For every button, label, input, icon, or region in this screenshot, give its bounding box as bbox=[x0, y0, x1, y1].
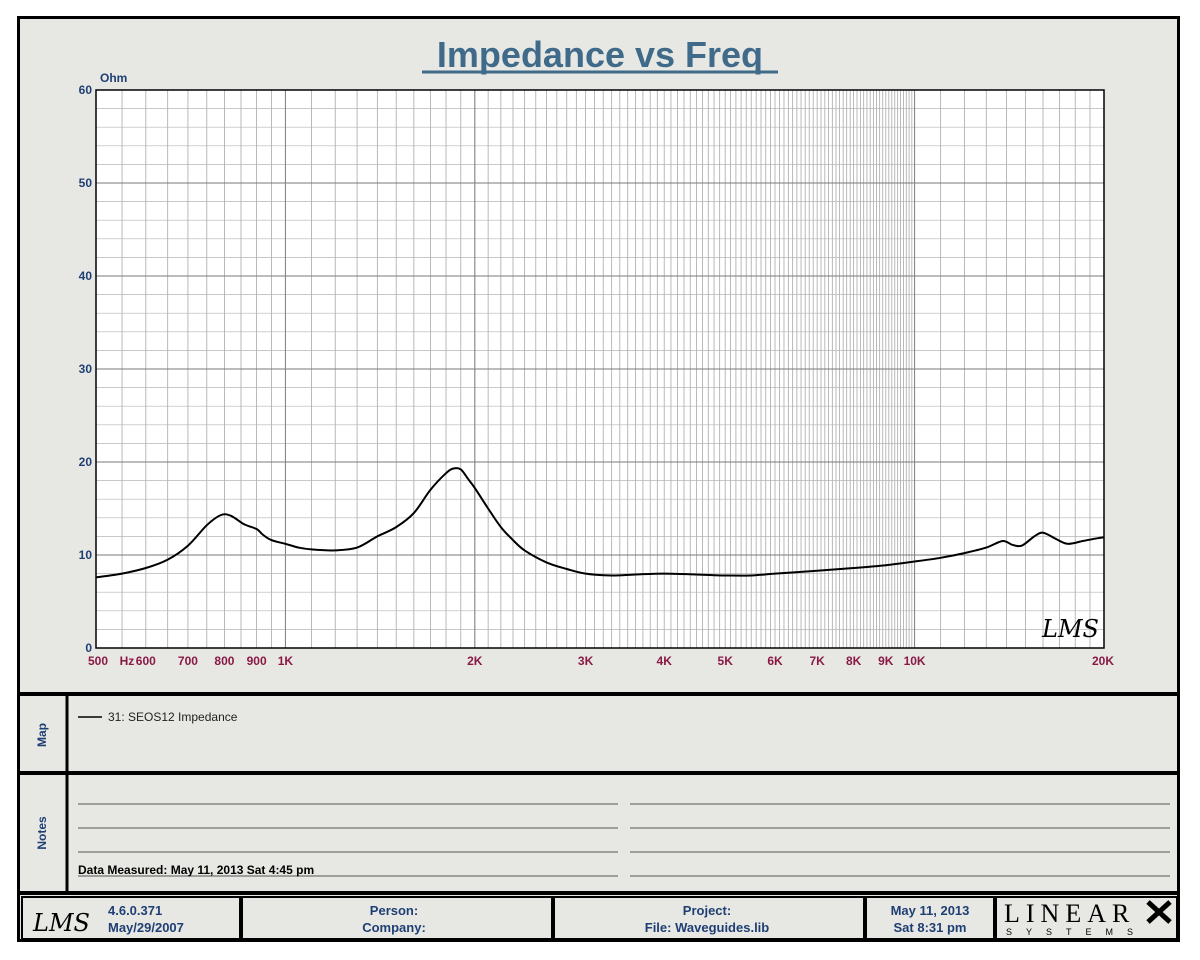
footer-company-label: Company: bbox=[362, 920, 426, 935]
x-tick-label: 5K bbox=[718, 654, 734, 668]
x-tick-label: 2K bbox=[467, 654, 483, 668]
x-tick-label: 7K bbox=[809, 654, 825, 668]
notes-lines bbox=[78, 803, 1170, 877]
y-tick-label: 30 bbox=[79, 362, 93, 376]
x-tick-label: 9K bbox=[878, 654, 894, 668]
x-tick-label: 4K bbox=[657, 654, 673, 668]
footer-bar bbox=[21, 896, 1178, 940]
footer-file-label: File: Waveguides.lib bbox=[645, 920, 770, 935]
y-tick-label: 50 bbox=[79, 176, 93, 190]
x-tick-label: 1K bbox=[278, 654, 294, 668]
y-tick-label: 10 bbox=[79, 548, 93, 562]
footer-version-date: May/29/2007 bbox=[108, 920, 184, 935]
y-tick-label: 0 bbox=[85, 641, 92, 655]
x-tick-label: 600 bbox=[136, 654, 156, 668]
x-tick-label: Hz bbox=[120, 654, 135, 668]
notes-side-label: Notes bbox=[35, 816, 49, 850]
x-tick-label: 700 bbox=[178, 654, 198, 668]
x-tick-label: 3K bbox=[578, 654, 594, 668]
y-tick-label: 60 bbox=[79, 83, 93, 97]
footer-person-label: Person: bbox=[370, 903, 418, 918]
x-tick-labels: 500 Hz 600 700 800 900 1K 2K 3K 4K 5K 6K 7K 8K 9K 10K 20… bbox=[88, 654, 1114, 668]
footer-date: May 11, 2013 bbox=[891, 903, 970, 918]
x-tick-label: 20K bbox=[1092, 654, 1114, 668]
y-tick-label: 20 bbox=[79, 455, 93, 469]
series-line-seos12-impedance bbox=[95, 467, 1105, 579]
brand-x-icon bbox=[1146, 900, 1172, 924]
data-measured-note: Data Measured: May 11, 2013 Sat 4:45 pm bbox=[78, 863, 314, 877]
lms-watermark-logo: LMS bbox=[1041, 615, 1099, 643]
brand-logo-text: LINEAR bbox=[1004, 899, 1135, 928]
legend-entry: 31: SEOS12 Impedance bbox=[108, 710, 238, 724]
footer-version: 4.6.0.371 bbox=[108, 903, 162, 918]
x-tick-label: 800 bbox=[214, 654, 234, 668]
footer-project-label: Project: bbox=[683, 903, 731, 918]
x-tick-label: 10K bbox=[904, 654, 926, 668]
map-side-label: Map bbox=[35, 723, 49, 747]
footer-time: Sat 8:31 pm bbox=[894, 920, 967, 935]
x-tick-label: 500 bbox=[88, 654, 108, 668]
x-tick-label: 8K bbox=[846, 654, 862, 668]
brand-subtitle: SYSTEMS bbox=[1006, 927, 1147, 937]
y-tick-labels: 0 10 20 30 40 50 60 bbox=[79, 83, 93, 655]
y-axis-label: Ohm bbox=[100, 71, 127, 85]
y-tick-label: 40 bbox=[79, 269, 93, 283]
plot-border bbox=[95, 89, 1105, 649]
x-tick-label: 900 bbox=[247, 654, 267, 668]
footer-lms-logo: LMS bbox=[32, 909, 90, 937]
x-tick-label: 6K bbox=[767, 654, 783, 668]
chart-title: Impedance vs Freq bbox=[437, 34, 763, 75]
